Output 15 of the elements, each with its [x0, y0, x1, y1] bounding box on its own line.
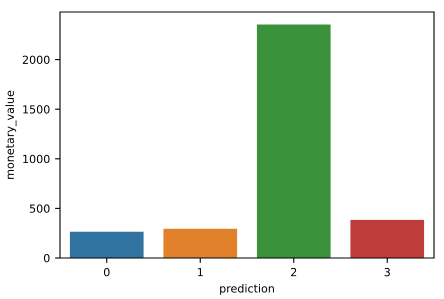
bar [256, 23, 332, 258]
y-tick-label: 0 [44, 254, 50, 262]
bar [349, 218, 426, 258]
bar [68, 230, 145, 258]
x-tick-label: 1 [198, 268, 203, 276]
bar [162, 228, 238, 258]
x-tick-label: 3 [384, 268, 390, 276]
x-tick-label: 2 [291, 268, 296, 276]
y-tick-label: 1500 [23, 105, 50, 114]
y-tick-label: 2000 [22, 56, 50, 64]
y-tick-label: 500 [30, 204, 50, 213]
y-axis-title: monetary_value [5, 90, 16, 179]
y-tick-label: 1000 [23, 154, 50, 164]
x-axis-title: prediction [220, 284, 274, 295]
x-tick-label: 0 [104, 268, 110, 276]
